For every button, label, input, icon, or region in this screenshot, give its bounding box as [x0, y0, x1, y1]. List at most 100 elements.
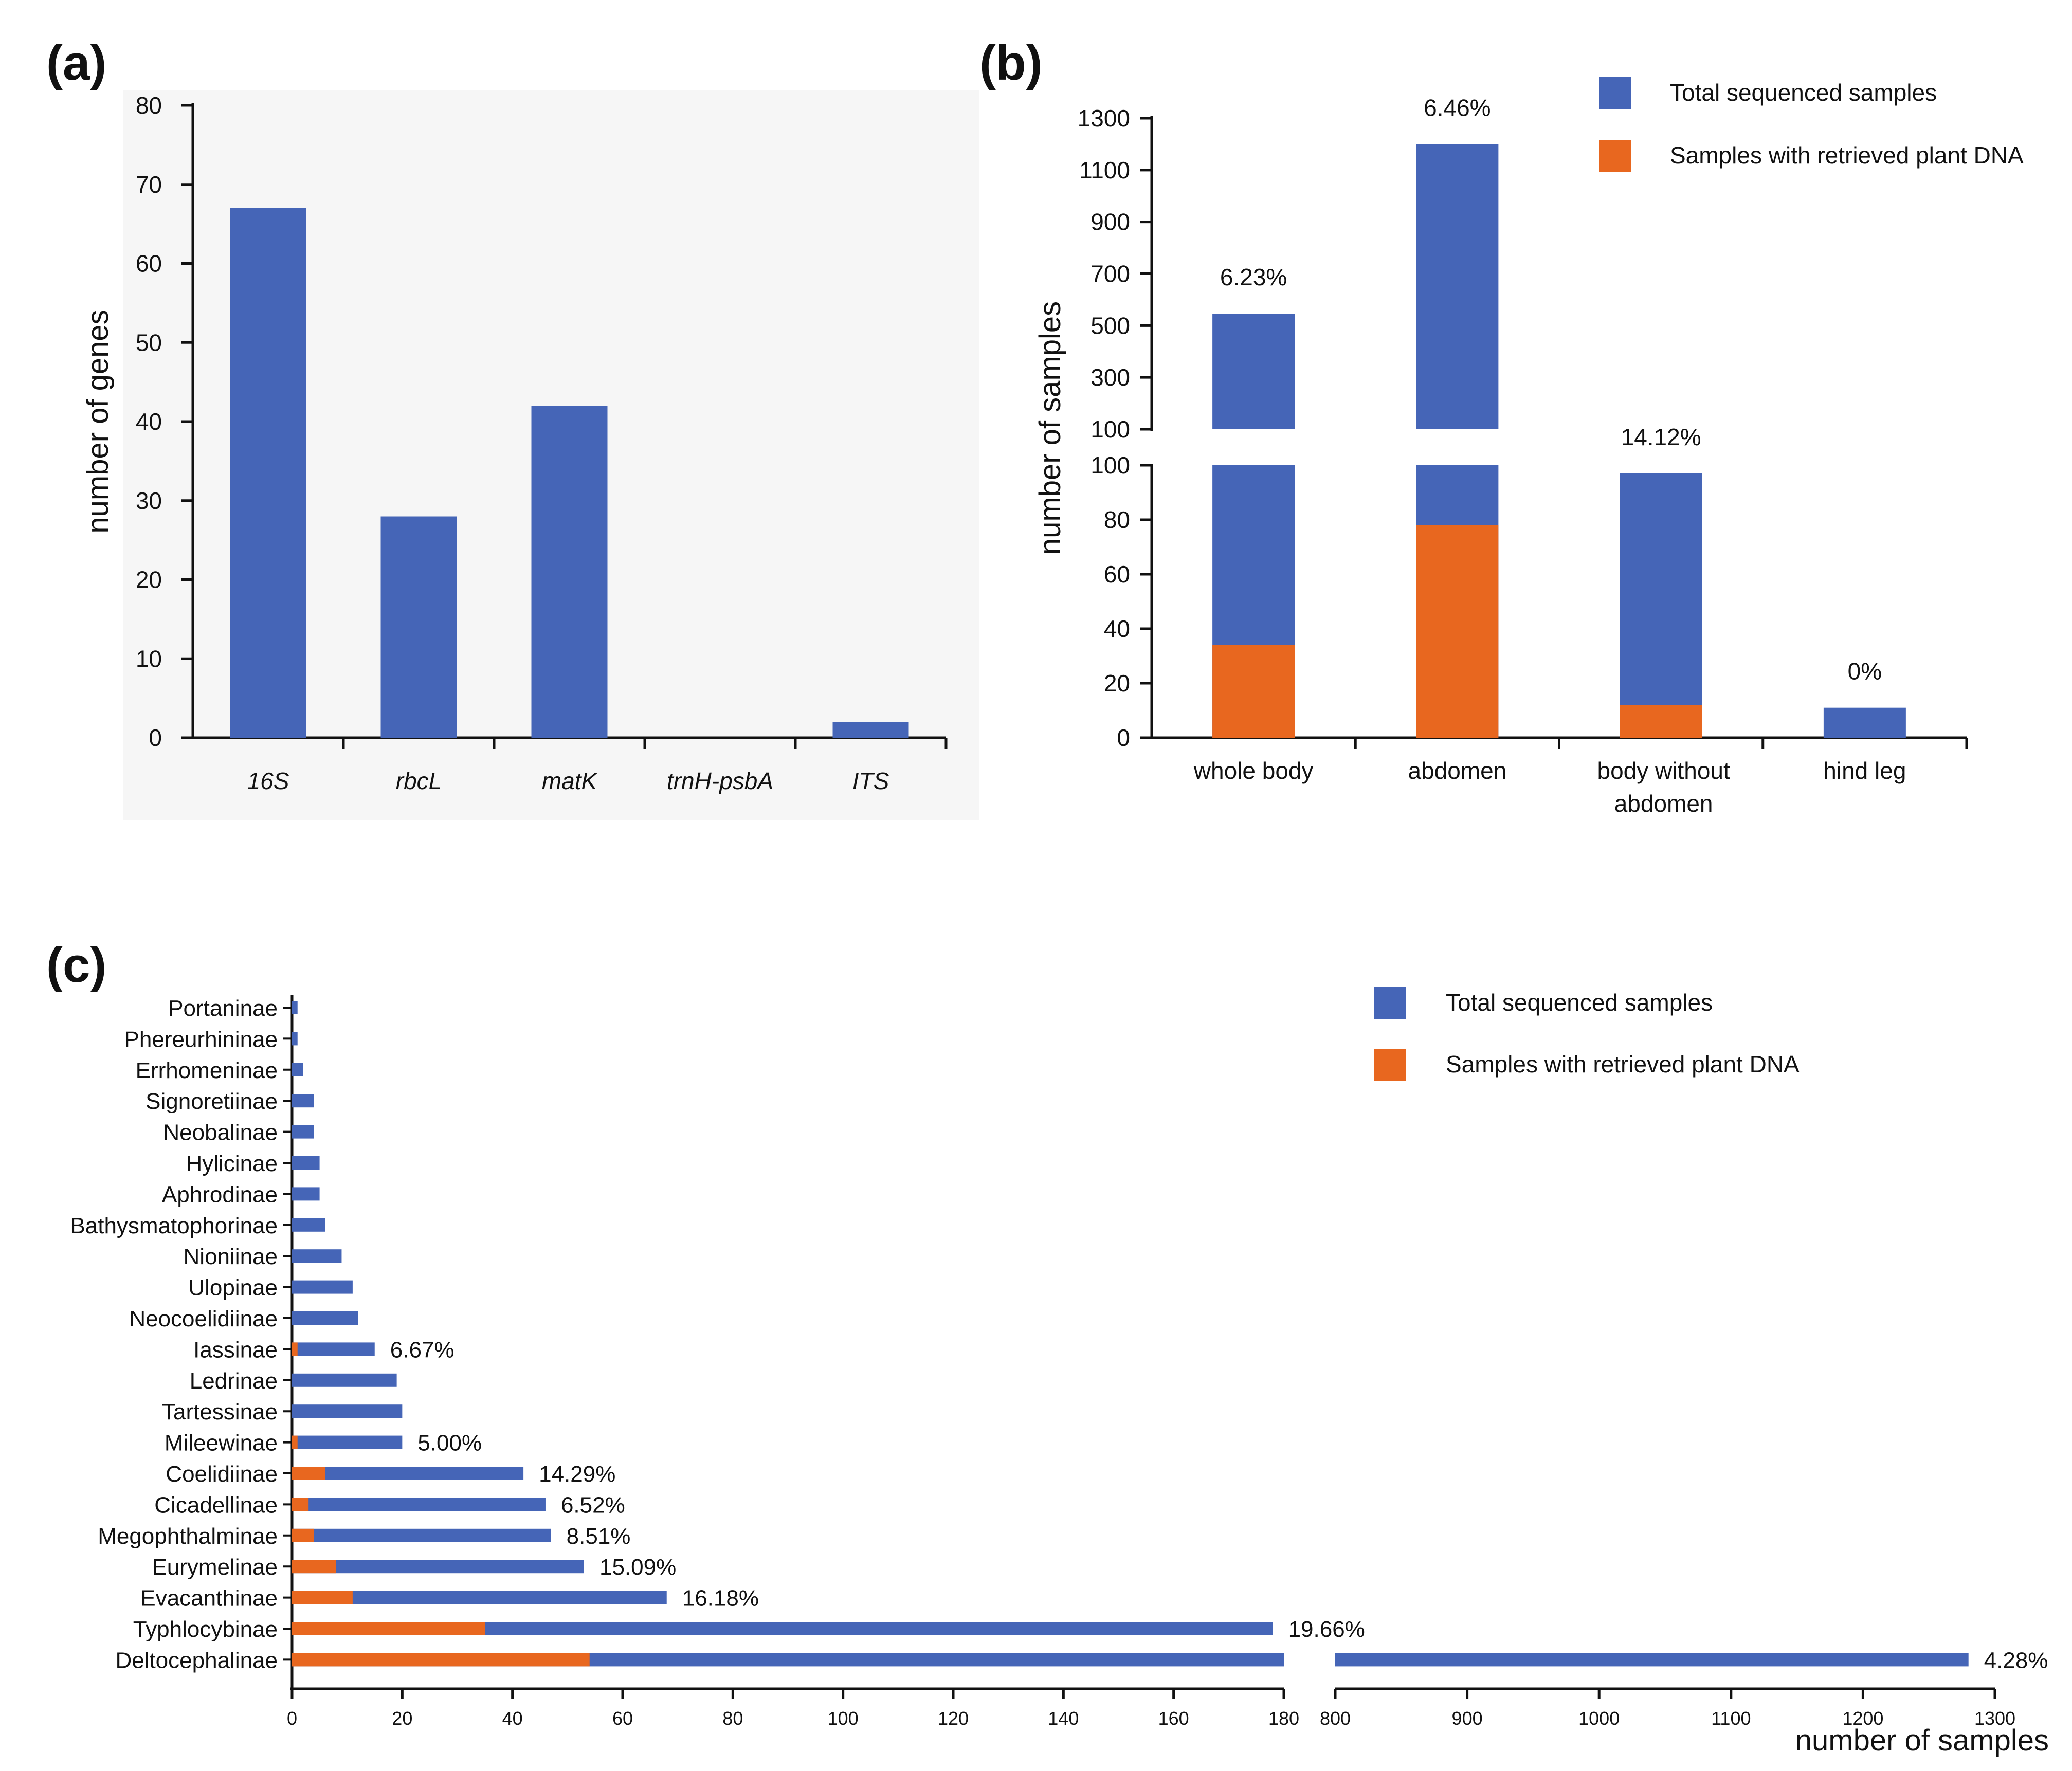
panel-b-bar-plant: [1416, 525, 1499, 738]
panel-c-percent-label: 16.18%: [682, 1586, 759, 1611]
panel-c-bar-total: [292, 1280, 353, 1294]
panel-c-bar-plant: [292, 1653, 590, 1667]
panel-c-percent-label: 14.29%: [539, 1462, 615, 1487]
panel-c-x-tick-label: 60: [612, 1708, 633, 1729]
panel-a-y-tick-label: 80: [136, 92, 162, 119]
panel-c-bar-plant: [292, 1591, 353, 1604]
panel-b-y-tick-label: 80: [1104, 506, 1130, 533]
panel-c-bar-total: [292, 1249, 342, 1263]
panel-a-bar: [380, 516, 457, 738]
panel-c-category-label: Typhlocybinae: [133, 1617, 278, 1642]
panel-c-category-label: Signoretiinae: [146, 1089, 278, 1114]
panel-b-category-label: hind leg: [1823, 757, 1906, 784]
panel-a-y-tick-label: 10: [136, 645, 162, 672]
panel-b-y-tick-label: 900: [1090, 209, 1130, 235]
panel-c-bar-total: [292, 1498, 546, 1511]
panel-c-category-label: Bathysmatophorinae: [70, 1213, 278, 1238]
panel-a-category-label: ITS: [852, 768, 889, 794]
panel-c-x-tick-label: 80: [722, 1708, 743, 1729]
panel-b-y-tick-label: 300: [1090, 364, 1130, 391]
panel-b-bar-total: [1823, 707, 1906, 738]
panel-c-bar-plant: [292, 1435, 298, 1449]
panel-a-category-label: 16S: [247, 768, 289, 794]
panel-c-category-label: Megophthalminae: [98, 1524, 278, 1549]
panel-c-percent-label: 6.52%: [561, 1492, 625, 1518]
panel-b-legend-swatch-plant: [1599, 140, 1631, 172]
panel-c-bar-total: [292, 1373, 397, 1387]
panel-b-category-label: whole body: [1193, 757, 1314, 784]
panel-c-x-tick-label: 800: [1320, 1708, 1351, 1729]
panel-c-bar-plant: [292, 1498, 309, 1511]
panel-c-bar-total: [292, 1342, 375, 1356]
panel-c-bar-total: [292, 1094, 314, 1108]
panel-c-x-tick-label: 20: [392, 1708, 412, 1729]
panel-b-y-tick-label: 1300: [1078, 105, 1130, 132]
panel-b-bar-total-upper: [1416, 144, 1499, 430]
panel-c-legend-swatch-plant: [1374, 1049, 1406, 1081]
panel-c-percent-label: 15.09%: [599, 1555, 676, 1580]
panel-a-y-tick-label: 30: [136, 487, 162, 514]
panel-a-y-axis-label: number of genes: [81, 309, 115, 533]
panel-b-legend-label-total: Total sequenced samples: [1670, 79, 1937, 106]
panel-b-y-axis-label: number of samples: [1033, 301, 1067, 555]
panel-b-y-tick-label: 40: [1104, 615, 1130, 642]
panel-b-bar-plant: [1212, 645, 1295, 738]
panel-a-y-tick-label: 40: [136, 408, 162, 435]
panel-c-x-tick-label: 0: [287, 1708, 297, 1729]
panel-c-category-label: Ulopinae: [188, 1275, 278, 1301]
panel-b-category-label: abdomen: [1408, 757, 1506, 784]
panel-c-bar-total: [292, 1591, 667, 1604]
panel-b-y-tick-label: 60: [1104, 561, 1130, 588]
panel-c-bar-total: [292, 1560, 584, 1574]
panel-c-x-tick-label: 140: [1048, 1708, 1079, 1729]
panel-b-y-tick-label: 100: [1090, 452, 1130, 479]
panel-c-x-tick-label: 180: [1268, 1708, 1299, 1729]
panel-a-bar: [230, 208, 306, 738]
panel-c-x-tick-label: 1000: [1578, 1708, 1620, 1729]
panel-c-category-label: Nioniinae: [184, 1244, 278, 1269]
panel-c-bar-total: [292, 1218, 325, 1232]
panel-a-y-tick-label: 60: [136, 250, 162, 277]
panel-c-x-tick-label: 160: [1158, 1708, 1189, 1729]
panel-b-category-label: abdomen: [1614, 790, 1713, 817]
panel-b-percent-label: 14.12%: [1621, 424, 1701, 450]
panel-c-category-label: Ledrinae: [190, 1368, 278, 1394]
panel-c-category-label: Errhomeninae: [136, 1058, 278, 1083]
panel-a-y-tick-label: 20: [136, 567, 162, 593]
panel-c-category-label: Phereurhininae: [124, 1027, 278, 1052]
panel-c-category-label: Mileewinae: [165, 1431, 278, 1456]
panel-b-y-tick-label: 500: [1090, 312, 1130, 339]
panel-b-y-tick-label: 1100: [1079, 157, 1130, 184]
panel-b-bar-total: [1620, 473, 1702, 738]
panel-b-y-tick-label: 0: [1117, 724, 1130, 751]
panel-c-category-label: Neocoelidiinae: [129, 1306, 278, 1331]
panel-a-category-label: rbcL: [396, 768, 442, 794]
panel-c-category-label: Cicadellinae: [154, 1492, 278, 1518]
panel-c-x-axis-label: number of samples: [1795, 1724, 2049, 1757]
panel-c-bar-total: [292, 1032, 298, 1046]
panel-a-letter: (a): [46, 35, 106, 90]
panel-c-percent-label: 6.67%: [390, 1337, 455, 1362]
panel-c-category-label: Evacanthinae: [140, 1586, 278, 1611]
panel-a-y-tick-label: 50: [136, 329, 162, 356]
panel-c-category-label: Aphrodinae: [162, 1182, 278, 1207]
panel-c-bar-total: [292, 1125, 314, 1139]
panel-c-bar-plant: [292, 1560, 336, 1574]
panel-b-y-tick-label: 20: [1104, 670, 1130, 697]
panel-b-percent-label: 6.46%: [1424, 94, 1491, 121]
panel-b-legend-label-plant: Samples with retrieved plant DNA: [1670, 142, 2024, 169]
panel-c-bar-total: [292, 1187, 320, 1201]
panel-b-y-tick-label: 700: [1090, 261, 1130, 287]
panel-c-legend-label-plant: Samples with retrieved plant DNA: [1446, 1051, 1800, 1078]
panel-a-bar: [832, 722, 909, 738]
panel-a-bar: [531, 406, 608, 738]
panel-b-letter: (b): [979, 35, 1043, 90]
panel-b-y-tick-label: 100: [1090, 416, 1130, 443]
panel-c-legend-swatch-total: [1374, 987, 1406, 1019]
panel-b-percent-label: 6.23%: [1220, 264, 1287, 290]
panel-a-y-tick-label: 70: [136, 171, 162, 198]
panel-c-bar-total: [292, 1063, 303, 1076]
panel-c-legend-label-total: Total sequenced samples: [1446, 989, 1713, 1016]
panel-c-x-tick-label: 900: [1452, 1708, 1483, 1729]
panel-c-bar-plant: [292, 1467, 325, 1480]
